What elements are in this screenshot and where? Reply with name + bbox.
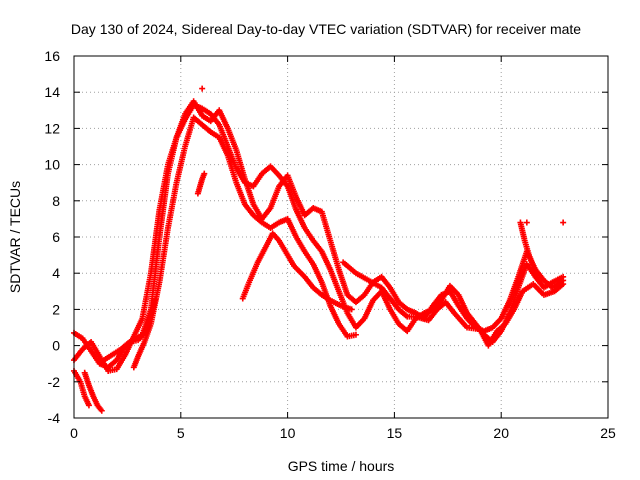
data-point (199, 85, 206, 92)
y-tick-label: 10 (44, 157, 60, 173)
x-tick-label: 20 (493, 425, 509, 441)
x-tick-label: 15 (387, 425, 403, 441)
data-point (352, 331, 359, 338)
data-point (348, 306, 355, 313)
y-tick-label: 0 (52, 338, 60, 354)
series-track-e (340, 259, 567, 349)
data-point (152, 297, 159, 304)
y-tick-label: 2 (52, 301, 60, 317)
data-point (560, 281, 567, 288)
series-track-c (130, 114, 359, 371)
y-tick-label: 8 (52, 193, 60, 209)
chart-title: Day 130 of 2024, Sidereal Day-to-day VTE… (71, 21, 581, 37)
data-point (85, 402, 92, 409)
data-series (71, 85, 567, 414)
series-track-j (517, 219, 541, 277)
y-tick-label: -2 (48, 374, 61, 390)
y-axis-label: SDTVAR / TECUs (7, 181, 23, 293)
data-point (98, 407, 105, 414)
data-point (523, 219, 530, 226)
y-tick-label: 14 (44, 84, 60, 100)
y-tick-label: 12 (44, 120, 60, 136)
x-tick-label: 0 (70, 425, 78, 441)
x-tick-label: 5 (177, 425, 185, 441)
series-track-g (81, 369, 105, 414)
data-point (560, 219, 567, 226)
y-tick-label: 16 (44, 48, 60, 64)
series-track-h (100, 297, 159, 364)
data-point (201, 170, 208, 177)
x-tick-label: 25 (600, 425, 616, 441)
y-tick-label: 4 (52, 265, 60, 281)
y-tick-label: 6 (52, 229, 60, 245)
x-tick-label: 10 (280, 425, 296, 441)
x-axis-label: GPS time / hours (288, 458, 395, 474)
axis-ticks: 0 5 10 15 20 25 -4 -2 0 2 4 6 8 10 12 14 16 (44, 48, 616, 441)
series-isolated (199, 85, 567, 226)
series-track-i (194, 170, 208, 197)
series-track-d (239, 230, 355, 313)
y-tick-label: -4 (48, 410, 61, 426)
data-point (534, 270, 541, 277)
